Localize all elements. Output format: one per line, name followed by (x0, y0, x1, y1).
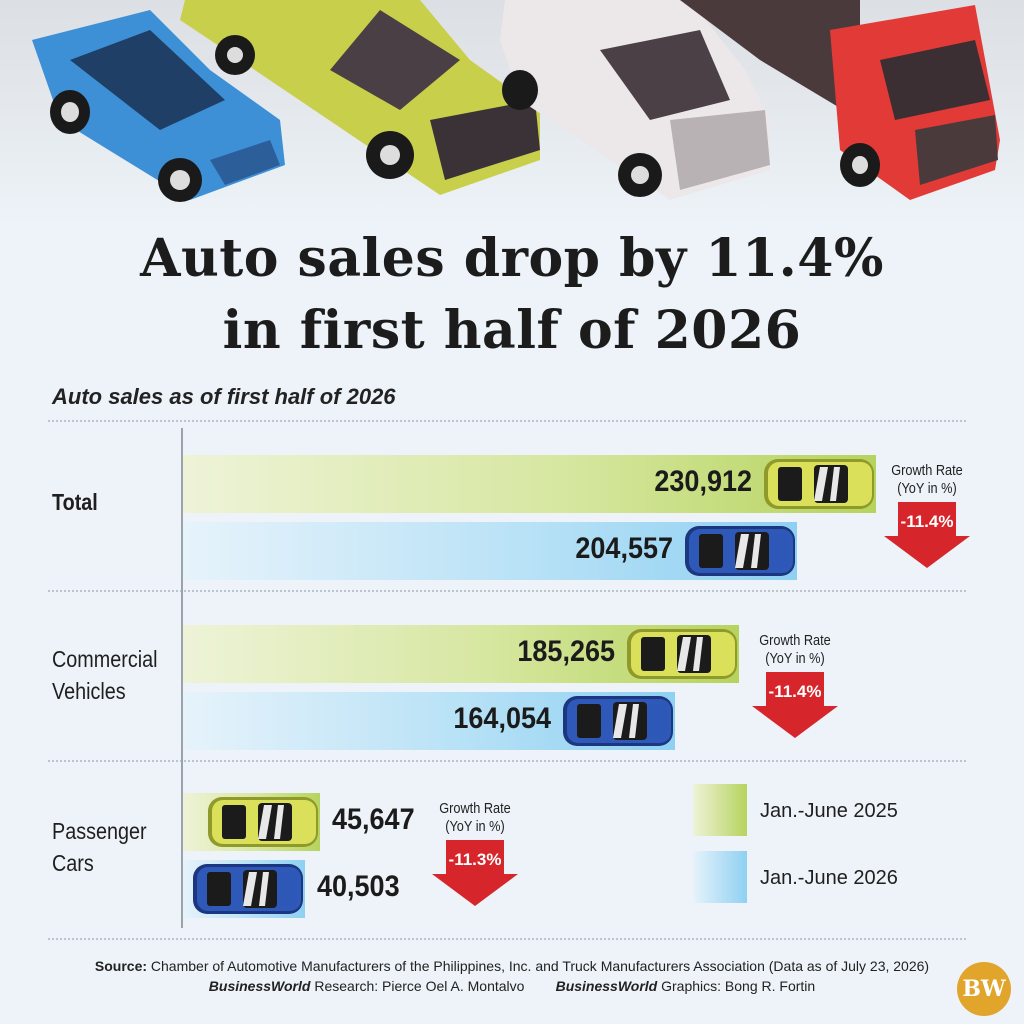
growth-rate-value: -11.4% (900, 512, 954, 531)
credits: BusinessWorld Research: Pierce Oel A. Mo… (0, 978, 1024, 994)
down-arrow-icon: -11.4% (752, 672, 838, 738)
data-label: 185,265 (517, 635, 615, 668)
blue-car-icon (561, 692, 675, 755)
category-label: Passenger Cars (52, 818, 147, 876)
category-label: Total (52, 489, 98, 515)
source-label: Source: (94, 958, 148, 974)
growth-rate-label: Growth Rate (891, 462, 963, 479)
divider (48, 590, 966, 592)
source-note: Source: Chamber of Automotive Manufactur… (0, 958, 1024, 974)
growth-rate-label: Growth Rate (439, 800, 511, 817)
growth-rate-label: Growth Rate (759, 632, 831, 649)
data-label: 164,054 (453, 702, 551, 735)
legend-swatch-2026 (693, 851, 747, 903)
category-label: Commercial Vehicles (52, 646, 158, 704)
blue-car-icon (191, 860, 305, 923)
pickup-truck-icon (180, 0, 540, 195)
growth-rate-indicator: Growth Rate (YoY in %) -11.3% (420, 800, 530, 906)
legend-swatch-2025 (693, 784, 747, 836)
growth-rate-value: -11.4% (768, 682, 822, 701)
businessworld-logo: BW (957, 962, 1011, 1016)
yellow-car-icon (762, 455, 876, 518)
chart-title-line-2: in first half of 2026 (222, 300, 802, 361)
vehicles-illustration (0, 0, 1024, 225)
graphics-credit: Graphics: Bong R. Fortin (661, 978, 816, 994)
graphics-brand: BusinessWorld (555, 978, 658, 994)
growth-rate-value: -11.3% (448, 850, 502, 869)
research-credit: Research: Pierce Oel A. Montalvo (314, 978, 525, 994)
growth-rate-unit: (YoY in %) (765, 650, 825, 667)
growth-rate-unit: (YoY in %) (897, 480, 957, 497)
suv-icon (500, 0, 770, 200)
yellow-car-icon (625, 625, 739, 688)
bar-2025 (183, 455, 876, 513)
data-label: 40,503 (317, 870, 400, 903)
legend-label-2026: Jan.-June 2026 (760, 867, 898, 889)
research-brand: BusinessWorld (208, 978, 311, 994)
divider (48, 760, 966, 762)
blue-car-icon (32, 10, 285, 202)
down-arrow-icon: -11.4% (884, 502, 970, 568)
data-label: 230,912 (654, 465, 752, 498)
yellow-car-icon (206, 793, 320, 856)
source-text: Chamber of Automotive Manufacturers of t… (150, 958, 930, 974)
chart-subtitle: Auto sales as of first half of 2026 (52, 384, 396, 409)
legend-label-2025: Jan.-June 2025 (760, 800, 898, 822)
down-arrow-icon: -11.3% (432, 840, 518, 906)
growth-rate-indicator: Growth Rate (YoY in %) -11.4% (740, 632, 850, 738)
y-axis-line (181, 428, 183, 928)
growth-rate-unit: (YoY in %) (445, 818, 505, 835)
blue-car-icon (683, 522, 797, 585)
growth-rate-indicator: Growth Rate (YoY in %) -11.4% (872, 462, 982, 568)
chart-title-line-1: Auto sales drop by 11.4% (140, 228, 884, 289)
divider (48, 420, 966, 422)
data-label: 204,557 (575, 532, 673, 565)
data-label: 45,647 (332, 803, 415, 836)
box-truck-icon (680, 0, 1000, 200)
divider (48, 938, 966, 940)
